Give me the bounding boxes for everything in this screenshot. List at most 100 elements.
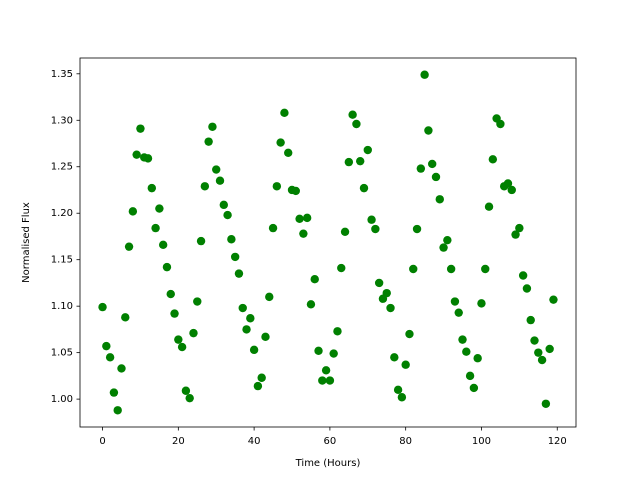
point [109, 388, 119, 397]
y-tick-label: 1.35 [51, 69, 73, 80]
point [193, 297, 202, 306]
point [295, 214, 304, 223]
point [333, 327, 342, 336]
point [541, 399, 551, 408]
point [113, 406, 122, 415]
point [477, 299, 486, 308]
point [526, 315, 535, 325]
y-tick-label: 1.20 [51, 208, 73, 219]
point [530, 336, 539, 345]
point [155, 204, 164, 213]
point [200, 182, 210, 191]
x-tick-label: 0 [99, 436, 105, 447]
point [189, 328, 198, 338]
y-tick-label: 1.30 [51, 115, 73, 126]
x-tick-label: 120 [548, 436, 567, 447]
point [518, 271, 528, 280]
point [371, 224, 380, 234]
point [121, 313, 130, 322]
point [462, 347, 471, 356]
point [439, 243, 448, 252]
point [174, 335, 183, 344]
point [143, 154, 153, 163]
point [329, 349, 338, 358]
point [219, 200, 228, 210]
point [196, 236, 206, 246]
axes-frame [79, 57, 577, 428]
point [321, 366, 331, 375]
point [166, 289, 175, 299]
point [496, 119, 505, 129]
point [177, 342, 187, 352]
point [272, 182, 282, 191]
point [128, 207, 138, 216]
point [136, 124, 145, 133]
point [428, 159, 437, 169]
point [208, 122, 217, 131]
point [420, 70, 429, 79]
x-tick-label: 100 [472, 436, 491, 447]
point [401, 360, 410, 369]
point [102, 341, 111, 351]
point [424, 126, 433, 135]
y-tick-label: 1.05 [51, 348, 73, 359]
point [185, 393, 194, 403]
point [337, 263, 346, 273]
point [545, 344, 554, 354]
point [374, 278, 384, 288]
point [215, 176, 225, 185]
point [344, 157, 354, 167]
point [412, 224, 422, 234]
point [435, 195, 444, 204]
point [276, 138, 285, 147]
point [405, 329, 414, 339]
point [352, 119, 361, 129]
point [284, 148, 293, 158]
point [242, 325, 251, 334]
point [299, 229, 308, 238]
point [458, 335, 467, 344]
point [310, 275, 319, 284]
point [105, 353, 115, 362]
point [534, 348, 543, 357]
point [348, 110, 357, 119]
point [238, 303, 247, 313]
point [306, 300, 316, 309]
point [314, 346, 323, 355]
point [280, 108, 289, 118]
point [359, 183, 369, 193]
point [124, 242, 134, 251]
point [454, 308, 463, 317]
point [246, 314, 255, 323]
point [268, 223, 278, 233]
x-axis-label: Time (Hours) [295, 458, 361, 469]
point [132, 150, 141, 159]
point [291, 186, 300, 196]
point [261, 332, 270, 342]
point [227, 235, 236, 244]
point [181, 386, 191, 395]
point [507, 185, 516, 195]
point [469, 383, 479, 393]
point [549, 295, 558, 304]
point [356, 156, 365, 166]
x-tick-label: 60 [324, 436, 337, 447]
y-tick-label: 1.15 [51, 255, 73, 266]
point [443, 235, 452, 245]
point [446, 264, 456, 274]
y-axis-label: Normalised Flux [21, 202, 32, 283]
point [147, 183, 157, 193]
point [465, 371, 475, 381]
y-tick-label: 1.00 [51, 394, 73, 405]
point [162, 262, 172, 272]
point [151, 223, 160, 233]
x-tick-label: 80 [399, 436, 412, 447]
y-tick-label: 1.25 [51, 162, 73, 173]
point [253, 381, 263, 391]
point [473, 354, 482, 363]
point [204, 137, 213, 146]
point [481, 264, 490, 274]
point [393, 385, 403, 395]
point [416, 164, 426, 173]
point [409, 264, 418, 274]
